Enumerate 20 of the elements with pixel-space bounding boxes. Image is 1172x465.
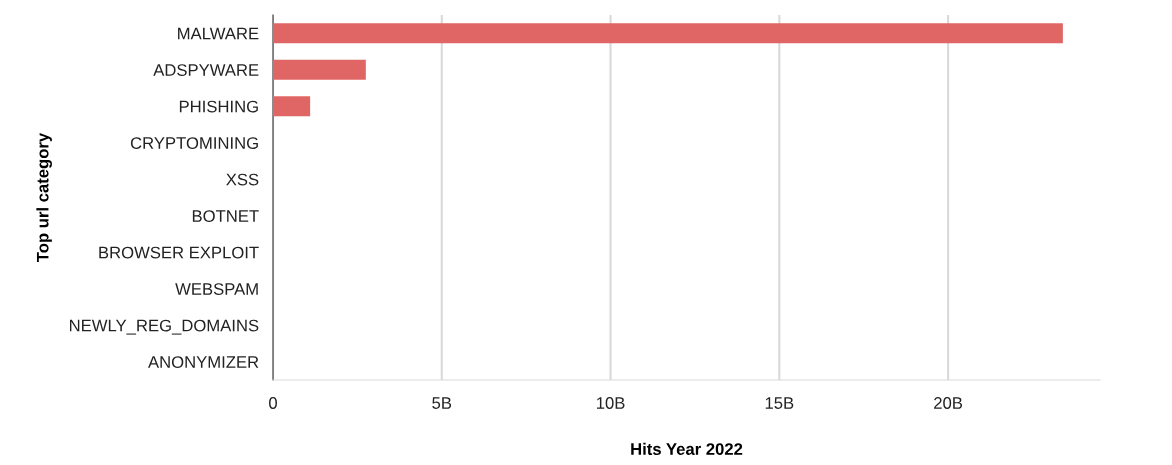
y-tick-label: XSS [226, 173, 259, 186]
y-tick-label: BROWSER EXPLOIT [99, 246, 259, 259]
y-tick-label: WEBSPAM [175, 283, 258, 295]
bar [273, 96, 311, 117]
y-axis-title: Top url category [36, 132, 52, 262]
y-tick-label: ANONYMIZER [148, 356, 259, 368]
bar [273, 23, 1063, 44]
y-tick-label: BOTNET [192, 210, 259, 222]
x-axis-title: Hits Year 2022 [631, 442, 743, 455]
bar [273, 59, 366, 80]
y-tick-label: CRYPTOMINING [130, 137, 258, 149]
x-tick-label: 10B [596, 397, 625, 409]
y-tick-label: PHISHING [179, 100, 258, 113]
x-tick-label: 0 [269, 397, 277, 409]
x-tick-label: 20B [934, 397, 963, 409]
y-tick-label: NEWLY_REG_DOMAINS [70, 319, 259, 335]
y-tick-label: MALWARE [178, 27, 259, 40]
x-tick-label: 15B [765, 397, 794, 409]
y-tick-label: ADSPYWARE [153, 64, 259, 76]
x-tick-label: 5B [432, 397, 452, 409]
